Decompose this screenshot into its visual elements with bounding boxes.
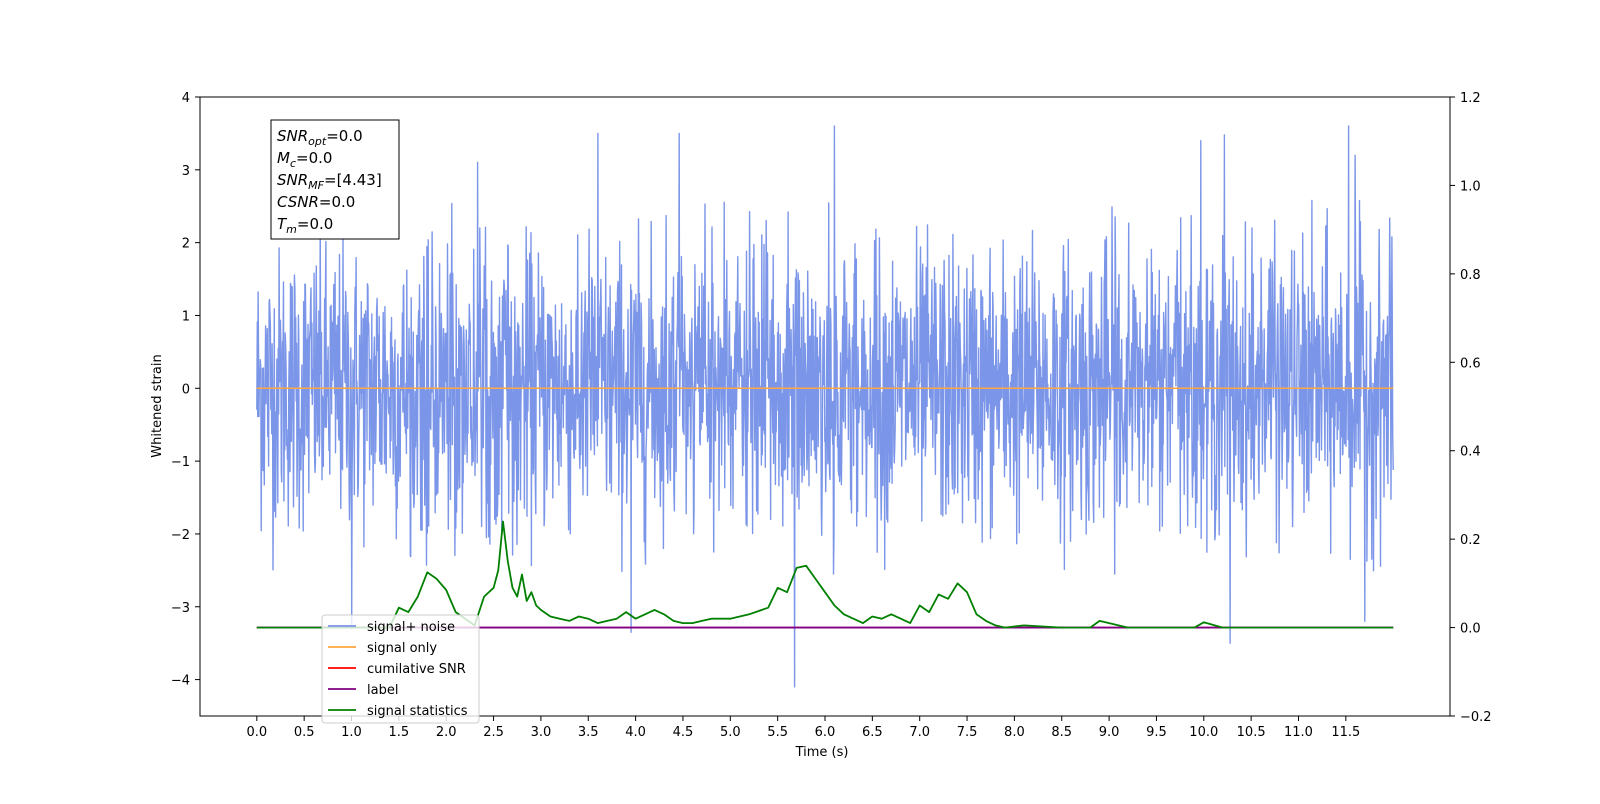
y-left-tick-label: −4	[171, 674, 190, 689]
x-tick-label: 9.0	[1099, 725, 1120, 740]
legend-entry: signal+ noise	[367, 620, 455, 635]
stats-line: Mc=0.0	[277, 149, 332, 170]
x-tick-label: 1.5	[389, 725, 410, 740]
stats-symbol: M	[277, 149, 290, 167]
y-right-tick-label: 1.0	[1460, 179, 1481, 194]
y-axis-label: Whitened strain	[150, 354, 165, 457]
y-left-tick-label: 0	[182, 382, 190, 397]
axes: 0.0 0.5 1.0 1.5 2.0 2.5 3.0 3.5 4.0 4.5 5.0 5.5 6.0 6…	[171, 91, 1492, 740]
x-tick-label: 8.0	[1004, 725, 1025, 740]
y-right-tick-label: 0.0	[1460, 622, 1481, 637]
series-signal-statistics-line	[256, 520, 1394, 629]
stats-line: SNRopt=0.0	[277, 127, 363, 148]
stats-box: SNRopt=0.0Mc=0.0SNRMF=[4.43]CSNR=0.0Tm=0…	[270, 119, 400, 240]
y-left-tick-label: −2	[171, 528, 190, 543]
x-tick-label: 3.0	[531, 725, 552, 740]
x-tick-label: 2.5	[483, 725, 504, 740]
y-left-tick-label: 3	[182, 164, 190, 179]
stats-subscript: MF	[308, 179, 324, 192]
y-left-tick-label: 1	[182, 309, 190, 324]
y-right-tick-label: 0.2	[1460, 533, 1481, 548]
stats-symbol: CSNR	[277, 193, 319, 211]
stats-line: CSNR=0.0	[277, 193, 355, 211]
stats-value: =[4.43]	[324, 171, 382, 189]
legend-entry: cumilative SNR	[367, 662, 466, 677]
legend-entry: signal only	[367, 641, 437, 656]
stats-symbol: SNR	[277, 127, 308, 145]
stats-subscript: opt	[308, 135, 327, 148]
x-tick-label: 1.0	[341, 725, 362, 740]
stats-line: SNRMF=[4.43]	[277, 171, 382, 192]
y-right-tick-label: −0.2	[1460, 710, 1492, 725]
legend-entry: signal statistics	[367, 704, 468, 719]
stats-line: Tm=0.0	[277, 215, 333, 236]
stats-value: =0.0	[296, 149, 332, 167]
x-tick-label: 11.0	[1284, 725, 1313, 740]
x-tick-label: 0.0	[246, 725, 267, 740]
plot-area	[256, 125, 1394, 688]
x-tick-label: 7.5	[957, 725, 978, 740]
stats-box-frame	[270, 119, 400, 240]
stats-symbol: SNR	[277, 171, 308, 189]
stats-subscript: m	[286, 223, 297, 236]
x-tick-label: 9.5	[1146, 725, 1167, 740]
y-left-tick-label: −1	[171, 455, 190, 470]
stats-value: =0.0	[319, 193, 355, 211]
x-tick-label: 6.0	[815, 725, 836, 740]
x-tick-label: 0.5	[294, 725, 315, 740]
x-tick-label: 6.5	[862, 725, 883, 740]
x-tick-label: 2.0	[436, 725, 457, 740]
y-right-tick-label: 0.4	[1460, 445, 1481, 460]
x-tick-label: 5.0	[720, 725, 741, 740]
x-tick-label: 11.5	[1331, 725, 1360, 740]
legend-frame	[321, 614, 480, 724]
y-left-tick-label: 4	[182, 91, 190, 106]
y-right-tick-label: 0.6	[1460, 356, 1481, 371]
stats-subscript: c	[290, 157, 296, 170]
x-tick-label: 8.5	[1051, 725, 1072, 740]
legend-entry: label	[367, 683, 398, 698]
stats-symbol: T	[277, 215, 288, 233]
y-left-tick-label: 2	[182, 237, 190, 252]
x-tick-label: 10.5	[1237, 725, 1266, 740]
stats-value: =0.0	[326, 127, 362, 145]
x-tick-label: 4.0	[625, 725, 646, 740]
x-tick-label: 3.5	[578, 725, 599, 740]
x-tick-label: 7.0	[909, 725, 930, 740]
stats-value: =0.0	[297, 215, 333, 233]
series-signal-noise-line	[256, 125, 1394, 688]
x-axis-label: Time (s)	[795, 745, 849, 760]
legend: signal+ noise signal only cumilative SNR la…	[321, 614, 480, 724]
y-right-tick-label: 1.2	[1460, 91, 1481, 106]
x-tick-label: 5.5	[767, 725, 788, 740]
x-tick-label: 4.5	[673, 725, 694, 740]
y-left-tick-label: −3	[171, 601, 190, 616]
x-tick-label: 10.0	[1189, 725, 1218, 740]
y-right-tick-label: 0.8	[1460, 268, 1481, 283]
